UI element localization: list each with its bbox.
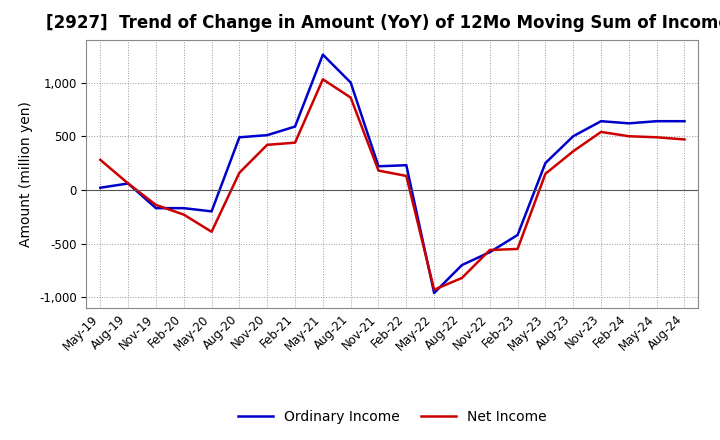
Net Income	[458, 275, 467, 281]
Line: Ordinary Income: Ordinary Income	[100, 55, 685, 293]
Ordinary Income	[652, 118, 661, 124]
Ordinary Income	[597, 118, 606, 124]
Net Income	[374, 168, 383, 173]
Ordinary Income	[485, 249, 494, 255]
Net Income	[680, 137, 689, 142]
Ordinary Income	[458, 262, 467, 268]
Net Income	[624, 134, 633, 139]
Legend: Ordinary Income, Net Income: Ordinary Income, Net Income	[233, 405, 552, 430]
Net Income	[291, 140, 300, 145]
Title: [2927]  Trend of Change in Amount (YoY) of 12Mo Moving Sum of Incomes: [2927] Trend of Change in Amount (YoY) o…	[45, 15, 720, 33]
Line: Net Income: Net Income	[100, 79, 685, 290]
Ordinary Income	[624, 121, 633, 126]
Ordinary Income	[318, 52, 327, 57]
Ordinary Income	[124, 181, 132, 186]
Net Income	[207, 229, 216, 235]
Ordinary Income	[235, 135, 243, 140]
Net Income	[124, 181, 132, 186]
Net Income	[569, 149, 577, 154]
Ordinary Income	[513, 232, 522, 238]
Ordinary Income	[346, 80, 355, 85]
Net Income	[485, 247, 494, 253]
Ordinary Income	[374, 164, 383, 169]
Net Income	[96, 157, 104, 162]
Net Income	[179, 212, 188, 217]
Net Income	[263, 142, 271, 147]
Net Income	[430, 287, 438, 293]
Ordinary Income	[152, 205, 161, 211]
Ordinary Income	[96, 185, 104, 191]
Ordinary Income	[680, 118, 689, 124]
Ordinary Income	[541, 161, 550, 166]
Y-axis label: Amount (million yen): Amount (million yen)	[19, 101, 33, 247]
Net Income	[235, 170, 243, 176]
Net Income	[597, 129, 606, 135]
Ordinary Income	[263, 132, 271, 138]
Net Income	[541, 171, 550, 176]
Net Income	[346, 95, 355, 100]
Net Income	[402, 173, 410, 179]
Ordinary Income	[430, 290, 438, 296]
Net Income	[318, 77, 327, 82]
Net Income	[652, 135, 661, 140]
Ordinary Income	[207, 209, 216, 214]
Ordinary Income	[569, 134, 577, 139]
Ordinary Income	[179, 205, 188, 211]
Ordinary Income	[402, 162, 410, 168]
Net Income	[513, 246, 522, 252]
Ordinary Income	[291, 124, 300, 129]
Net Income	[152, 202, 161, 208]
